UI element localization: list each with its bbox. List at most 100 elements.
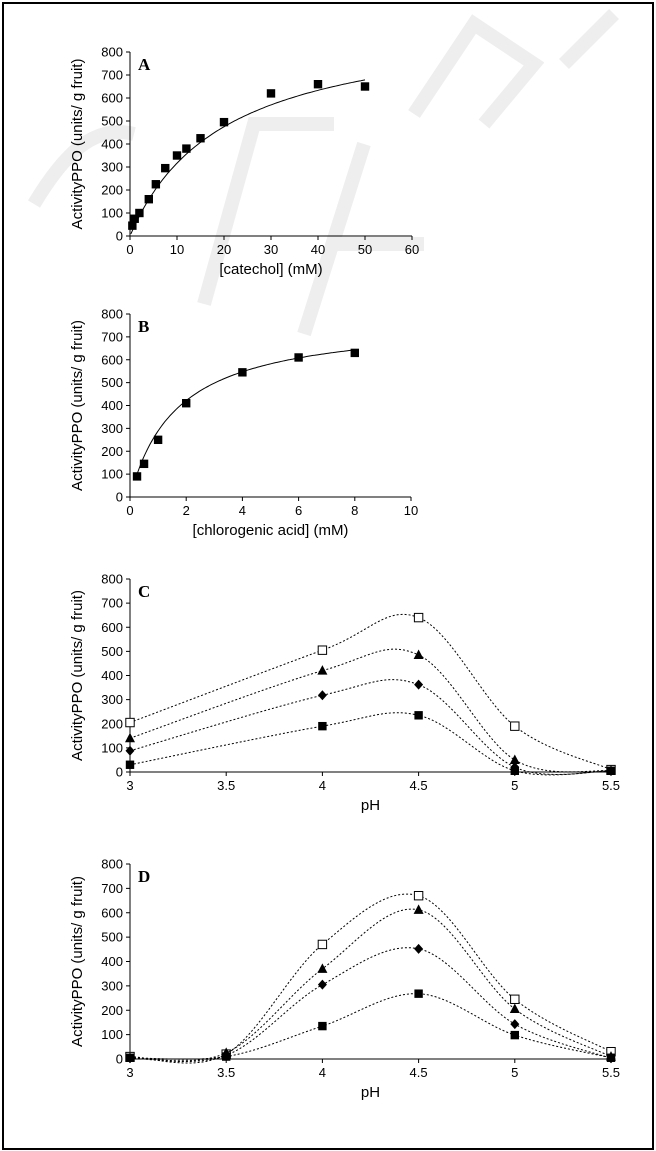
chart-panel-a: 0 100 200 300 400 500 600 700 800 0 10 20 30 40 50 60 [c… (69, 45, 419, 279)
data-point (144, 195, 153, 204)
data-point (222, 1052, 231, 1061)
data-point (266, 89, 276, 98)
data-point (125, 1053, 135, 1062)
y-axis-label: ActivityPPO (units/ g fruit) (69, 320, 86, 491)
x-axis-label: pH (361, 797, 380, 814)
y-tick-label: 0 (116, 1052, 123, 1067)
data-point (414, 679, 424, 690)
series-line-2 (129, 947, 612, 1063)
y-tick-label: 100 (101, 467, 123, 482)
y-tick-label: 400 (101, 668, 123, 683)
data-point (125, 732, 135, 743)
y-tick-label: 200 (101, 444, 123, 459)
data-point (510, 1030, 519, 1040)
x-tick-label: 5.5 (602, 778, 620, 793)
panel-letter: D (138, 867, 150, 886)
data-point (313, 80, 323, 89)
panel-letter: C (138, 582, 150, 601)
y-tick-label: 700 (101, 596, 123, 611)
data-point (509, 1003, 520, 1014)
y-tick-label: 200 (101, 716, 123, 731)
panel-letter: B (138, 317, 149, 336)
data-point (317, 963, 328, 973)
data-point (350, 348, 359, 358)
data-point (360, 82, 370, 91)
x-tick-label: 6 (295, 503, 302, 518)
data-point (414, 943, 424, 954)
data-point (510, 1019, 520, 1030)
data-point (161, 163, 170, 173)
data-point (182, 144, 191, 153)
y-tick-label: 400 (101, 398, 123, 413)
data-point (317, 665, 328, 675)
data-point (196, 134, 205, 143)
y-axis-label: ActivityPPO (units/ g fruit) (69, 59, 86, 230)
y-tick-label: 200 (101, 183, 123, 198)
data-point (153, 435, 163, 445)
y-tick-label: 500 (101, 644, 123, 659)
y-axis-label: ActivityPPO (units/ g fruit) (69, 876, 86, 1047)
x-tick-label: 8 (351, 503, 358, 518)
y-tick-label: 100 (101, 1027, 123, 1042)
x-tick-label: 5.5 (602, 1065, 620, 1080)
x-tick-label: 4.5 (410, 778, 428, 793)
y-axis-label: ActivityPPO (units/ g fruit) (69, 590, 86, 761)
x-tick-label: 60 (405, 242, 419, 257)
y-tick-label: 600 (101, 91, 123, 106)
data-point (413, 612, 424, 623)
series-line-1 (129, 648, 612, 773)
y-tick-label: 100 (101, 740, 123, 755)
data-point (219, 117, 229, 127)
data-point (139, 459, 149, 469)
x-axis-label: pH (361, 1084, 380, 1101)
series-line-0 (129, 893, 612, 1064)
data-point (510, 766, 519, 775)
y-tick-label: 700 (101, 329, 123, 344)
x-tick-label: 3 (126, 778, 133, 793)
y-tick-label: 700 (101, 881, 123, 896)
y-tick-label: 300 (101, 421, 123, 436)
data-point (414, 711, 423, 720)
data-point (317, 690, 327, 701)
y-tick-label: 500 (101, 930, 123, 945)
data-point (413, 649, 424, 659)
series-line-3 (129, 712, 612, 776)
y-tick-label: 500 (101, 375, 123, 390)
y-tick-label: 0 (116, 490, 123, 505)
y-tick-label: 500 (101, 114, 123, 129)
x-tick-label: 50 (358, 242, 372, 257)
x-tick-label: 20 (217, 242, 231, 257)
y-tick-label: 400 (101, 954, 123, 969)
y-tick-label: 800 (101, 45, 123, 60)
data-point (132, 472, 142, 481)
data-point (413, 890, 424, 901)
y-tick-label: 600 (101, 352, 123, 367)
y-tick-label: 0 (116, 229, 123, 244)
fit-curve (130, 79, 366, 235)
x-tick-label: 4 (319, 1065, 326, 1080)
data-point (318, 721, 327, 731)
watermark (27, 9, 619, 337)
x-tick-label: 3.5 (217, 778, 235, 793)
data-point (182, 399, 191, 408)
chart-panel-b: 0 100 200 300 400 500 600 700 800 0 2 4 6 8 10 [chlorog… (69, 307, 418, 540)
data-point (317, 939, 328, 950)
x-tick-label: 5 (511, 778, 518, 793)
series-line-3 (129, 993, 612, 1060)
data-point (135, 208, 144, 218)
y-tick-label: 700 (101, 68, 123, 83)
data-point (317, 979, 327, 990)
x-tick-label: 30 (264, 242, 278, 257)
y-tick-label: 200 (101, 1003, 123, 1018)
data-point (318, 1021, 327, 1031)
data-point (125, 745, 135, 756)
x-tick-label: 3.5 (217, 1065, 235, 1080)
x-tick-label: 10 (170, 242, 184, 257)
data-point (172, 151, 182, 160)
series-line-0 (129, 613, 612, 771)
x-tick-label: 10 (404, 503, 418, 518)
x-tick-label: 0 (126, 242, 133, 257)
x-tick-label: 5 (511, 1065, 518, 1080)
